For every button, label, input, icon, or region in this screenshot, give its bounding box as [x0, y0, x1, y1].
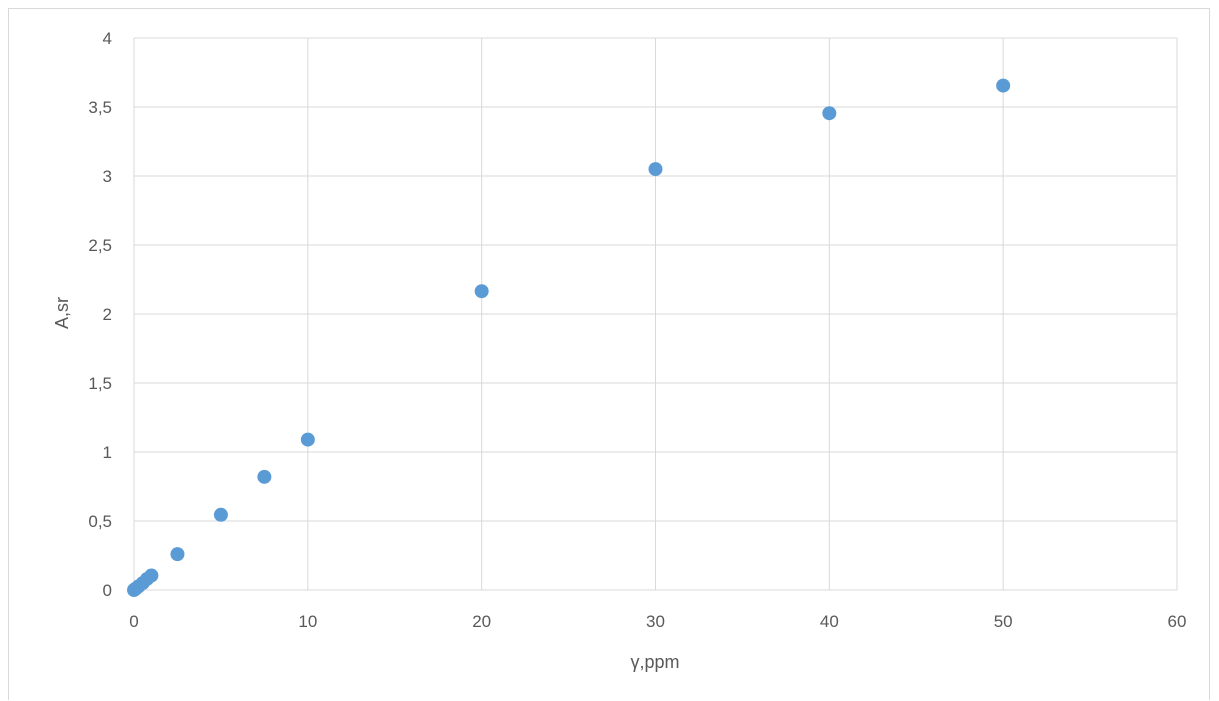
chart-frame — [8, 8, 1210, 700]
data-point — [170, 547, 185, 562]
x-tick-label: 20 — [472, 612, 491, 631]
data-point — [257, 469, 272, 484]
x-tick-label: 50 — [994, 612, 1013, 631]
x-tick-label: 40 — [820, 612, 839, 631]
grid-lines — [133, 37, 1178, 591]
y-tick-label: 3 — [103, 167, 112, 186]
x-tick-label: 0 — [129, 612, 138, 631]
data-point — [144, 568, 159, 583]
y-tick-label: 3,5 — [88, 98, 112, 117]
y-tick-labels: 0 0,5 1 1,5 2 2,5 3 3,5 4 — [88, 29, 112, 600]
y-tick-label: 2,5 — [88, 236, 112, 255]
y-axis-title: A,sr — [52, 297, 72, 329]
x-tick-label: 30 — [646, 612, 665, 631]
data-point — [213, 507, 228, 522]
y-tick-label: 2 — [103, 305, 112, 324]
data-point — [300, 432, 315, 447]
data-point — [822, 106, 837, 121]
y-tick-label: 4 — [103, 29, 112, 48]
data-point — [996, 78, 1011, 93]
data-points — [127, 78, 1011, 597]
data-point — [648, 162, 663, 177]
data-point — [474, 284, 489, 299]
y-tick-label: 1,5 — [88, 374, 112, 393]
x-tick-label: 60 — [1168, 612, 1187, 631]
x-axis-title: γ,ppm — [630, 652, 679, 672]
x-tick-label: 10 — [298, 612, 317, 631]
y-tick-label: 1 — [103, 443, 112, 462]
y-tick-label: 0,5 — [88, 512, 112, 531]
y-tick-label: 0 — [103, 581, 112, 600]
x-tick-labels: 0 10 20 30 40 50 60 — [129, 612, 1186, 631]
